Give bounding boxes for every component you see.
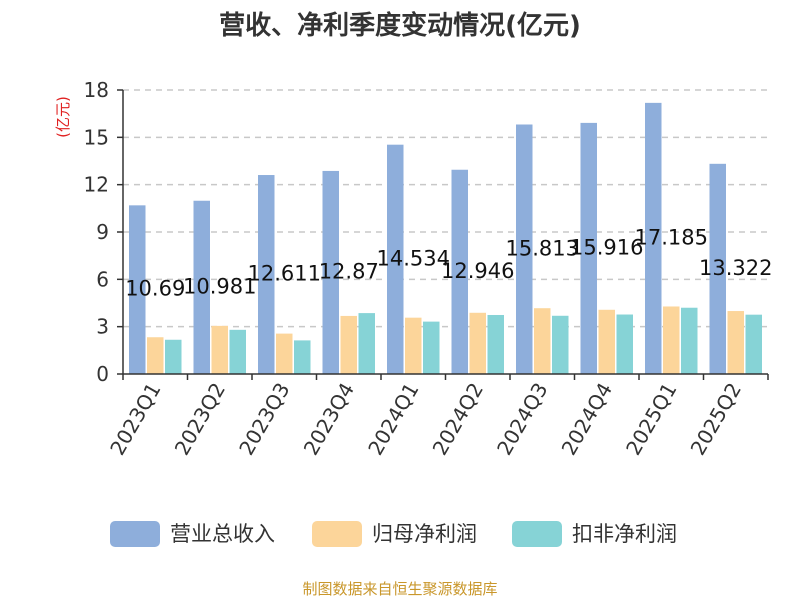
- bar-3: [294, 340, 311, 374]
- data-label: 12.87: [319, 259, 379, 283]
- bar-2: [663, 306, 680, 374]
- x-tick-label: 2024Q1: [363, 379, 423, 460]
- gridlines: [123, 89, 768, 328]
- y-tick-label: 15: [84, 125, 109, 149]
- y-tick-label: 9: [96, 220, 109, 244]
- x-tick-label: 2025Q1: [621, 379, 681, 460]
- bar-1: [645, 102, 662, 374]
- x-tick-label: 2023Q1: [105, 379, 165, 460]
- bar-2: [276, 333, 293, 374]
- bar-2: [598, 309, 615, 374]
- bar-3: [487, 314, 504, 374]
- bar-3: [358, 313, 375, 374]
- bar-1: [516, 124, 533, 374]
- x-tick-label: 2023Q4: [299, 379, 359, 460]
- source-note: 制图数据来自恒生聚源数据库: [302, 580, 497, 598]
- bar-2: [534, 308, 551, 374]
- data-label: 12.946: [441, 259, 514, 283]
- bar-1: [387, 144, 404, 374]
- y-tick-label: 0: [96, 362, 109, 386]
- x-tick-label: 2024Q3: [492, 379, 552, 460]
- bar-2: [340, 315, 357, 374]
- legend-label: 营业总收入: [170, 522, 275, 546]
- bar-1: [322, 170, 339, 374]
- bar-2: [727, 311, 744, 374]
- y-tick-label: 3: [96, 315, 109, 339]
- y-tick-label: 12: [84, 173, 109, 197]
- chart-title: 营收、净利季度变动情况(亿元): [219, 10, 581, 41]
- bar-3: [616, 314, 633, 374]
- bar-1: [451, 169, 468, 374]
- bar-1: [709, 163, 726, 374]
- data-label: 10.981: [183, 274, 256, 298]
- bar-2: [469, 312, 486, 374]
- bar-2: [405, 317, 422, 374]
- data-labels: 10.6910.98112.61112.8714.53412.94615.813…: [125, 225, 772, 300]
- data-label: 13.322: [699, 256, 772, 280]
- y-tick-label: 6: [96, 267, 109, 291]
- bar-3: [745, 314, 762, 374]
- bar-3: [229, 329, 246, 374]
- data-label: 15.813: [506, 236, 579, 260]
- bar-3: [552, 315, 569, 374]
- legend: 营业总收入 归母净利润 扣非净利润: [110, 521, 677, 547]
- x-tick-label: 2025Q2: [686, 379, 746, 460]
- bar-3: [423, 321, 440, 374]
- bar-3: [681, 307, 698, 374]
- bars: [129, 102, 762, 374]
- bar-2: [211, 325, 228, 374]
- bar-2: [147, 337, 164, 374]
- bar-1: [580, 122, 597, 374]
- bar-3: [165, 339, 182, 374]
- bar-1: [258, 175, 275, 374]
- data-label: 10.69: [125, 277, 185, 301]
- data-label: 12.611: [248, 262, 321, 286]
- legend-label: 归母净利润: [372, 522, 477, 546]
- bar-1: [129, 205, 146, 374]
- y-axis-label: (亿元): [54, 96, 72, 138]
- legend-swatch: [512, 521, 562, 547]
- y-tick-label: 18: [84, 78, 109, 102]
- bar-1: [193, 200, 210, 374]
- x-tick-label: 2024Q2: [428, 379, 488, 460]
- x-tick-label: 2024Q4: [557, 379, 617, 460]
- data-label: 15.916: [570, 235, 643, 259]
- data-label: 17.185: [635, 225, 708, 249]
- legend-swatch: [312, 521, 362, 547]
- x-tick-label: 2023Q2: [170, 379, 230, 460]
- legend-label: 扣非净利润: [572, 522, 677, 546]
- x-tick-label: 2023Q3: [234, 379, 294, 460]
- data-label: 14.534: [377, 246, 450, 270]
- legend-swatch: [110, 521, 160, 547]
